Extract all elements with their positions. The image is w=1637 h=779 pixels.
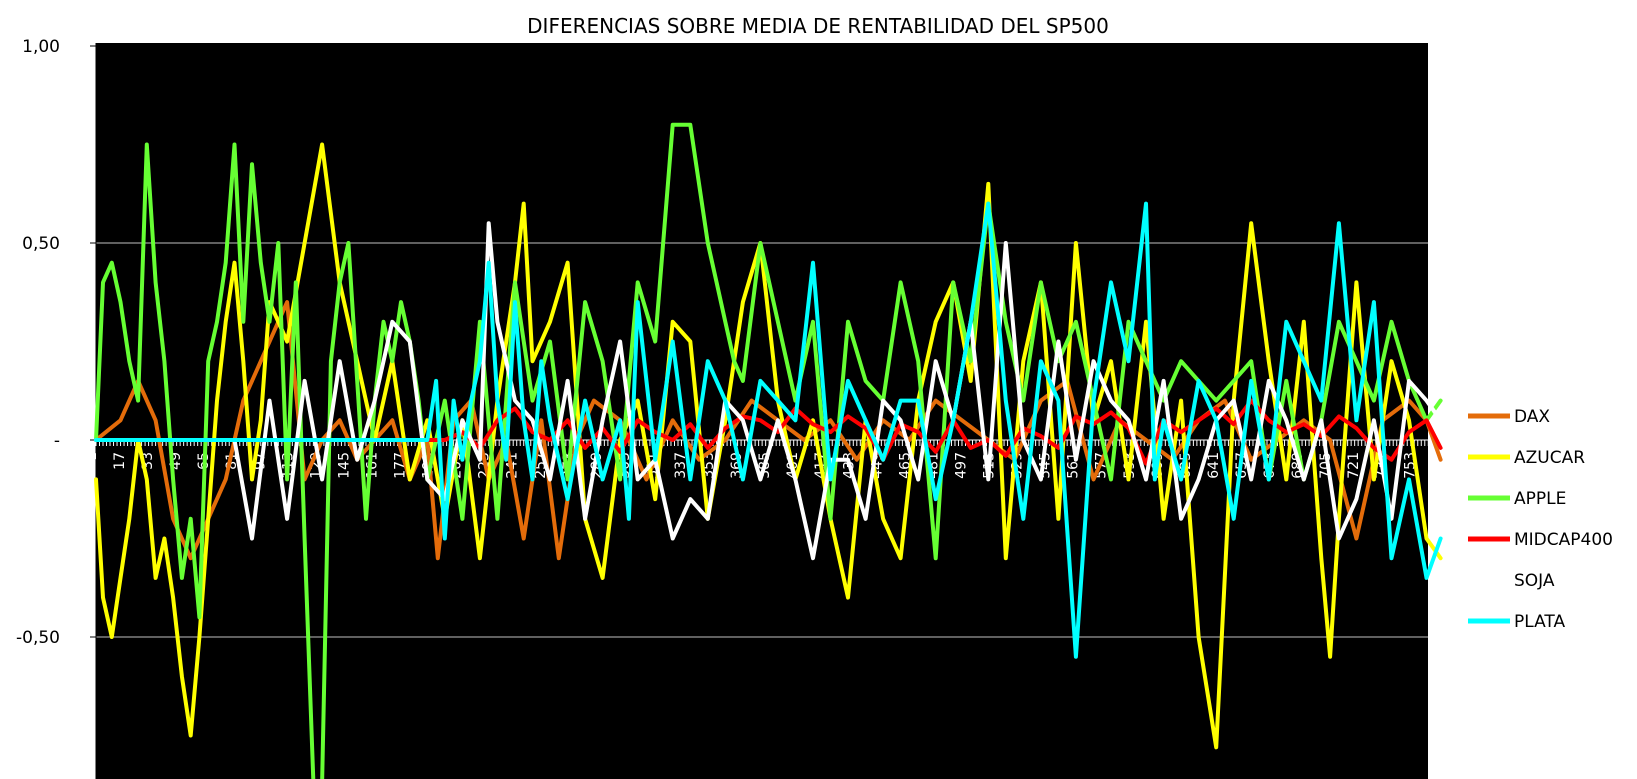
- x-tick-label: 721: [1346, 452, 1362, 479]
- legend: DAX AZUCAR APPLE MIDCAP400 SOJA PLATA: [1468, 407, 1613, 632]
- legend-label-azucar: AZUCAR: [1514, 448, 1585, 468]
- legend-label-plata: PLATA: [1514, 612, 1565, 632]
- x-tick-label: 497: [953, 452, 969, 479]
- legend-label-dax: DAX: [1514, 407, 1550, 427]
- y-tick-label: 0,50: [22, 234, 60, 254]
- series-line-soja: [94, 221, 1443, 561]
- y-tick-label: -: [54, 431, 60, 451]
- x-tick-label: 641: [1206, 452, 1222, 479]
- legend-label-midcap400: MIDCAP400: [1514, 530, 1613, 550]
- y-axis-ticks: 1,00 0,50 - -0,50: [16, 37, 97, 779]
- x-tick-label: 17: [112, 452, 128, 470]
- x-tick-label: 1: [84, 452, 100, 461]
- series-line-apple: [94, 122, 1443, 779]
- series-line-plata: [94, 201, 1443, 659]
- y-tick-label: -0,50: [16, 628, 60, 648]
- x-tick-label: 145: [336, 452, 352, 479]
- series-line-azucar: [94, 142, 1443, 750]
- x-tick-label: 337: [673, 452, 689, 479]
- legend-label-soja: SOJA: [1514, 571, 1555, 591]
- y-tick-label: 1,00: [22, 37, 60, 57]
- chart-title: DIFERENCIAS SOBRE MEDIA DE RENTABILIDAD …: [527, 14, 1109, 38]
- series-lines: [94, 122, 1443, 779]
- legend-label-apple: APPLE: [1514, 489, 1566, 509]
